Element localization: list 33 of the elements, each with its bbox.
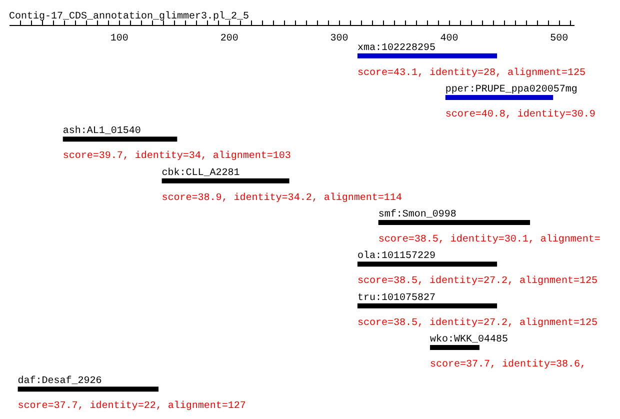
bar xyxy=(378,220,530,225)
annotation: score=37.7, identity=38.6, xyxy=(430,358,586,370)
bar xyxy=(445,95,554,100)
x-tick-label: 200 xyxy=(220,34,238,44)
y-tick-label: tru:101075827 xyxy=(357,292,436,304)
annotation: score=38.5, identity=27.2, alignment=125 xyxy=(357,316,598,329)
x-tick-label: 300 xyxy=(330,34,348,44)
bar xyxy=(162,178,290,184)
y-tick-label: pper:PRUPE_ppa020057mg xyxy=(445,84,578,96)
annotation: score=39.7, identity=34, alignment=103 xyxy=(62,150,291,162)
y-tick-label: ola:101157229 xyxy=(357,250,436,262)
annotation: score=40.8, identity=30.9 xyxy=(445,108,596,120)
x-tick-label: 500 xyxy=(550,34,568,44)
annotation: score=37.7, identity=22, alignment=127 xyxy=(18,400,246,412)
y-tick-label: xma:102228295 xyxy=(357,42,436,54)
annotation: score=38.9, identity=34.2, alignment=114 xyxy=(162,192,402,204)
bar xyxy=(357,303,498,308)
bar xyxy=(357,262,498,267)
bar xyxy=(18,386,158,392)
y-tick-label: cbk:CLL_A2281 xyxy=(162,166,240,179)
bar xyxy=(357,53,498,58)
y-tick-label: ash:AL1_01540 xyxy=(62,125,141,138)
bar xyxy=(430,345,480,350)
annotation: score=38.5, identity=30.1, alignment= xyxy=(378,234,600,246)
annotation: score=38.5, identity=27.2, alignment=125 xyxy=(357,275,598,288)
y-tick-label: wko:WKK_04485 xyxy=(430,334,508,346)
bar xyxy=(62,136,178,142)
chart-title: Contig-17_CDS_annotation_glimmer3.pl_2_5 xyxy=(9,10,250,22)
x-tick-label: 400 xyxy=(440,34,458,44)
x-tick-label: 100 xyxy=(110,34,128,44)
annotation: score=43.1, identity=28, alignment=125 xyxy=(357,66,586,79)
y-tick-label: daf:Desaf_2926 xyxy=(18,375,102,388)
y-tick-label: smf:Smon_0998 xyxy=(378,208,456,220)
